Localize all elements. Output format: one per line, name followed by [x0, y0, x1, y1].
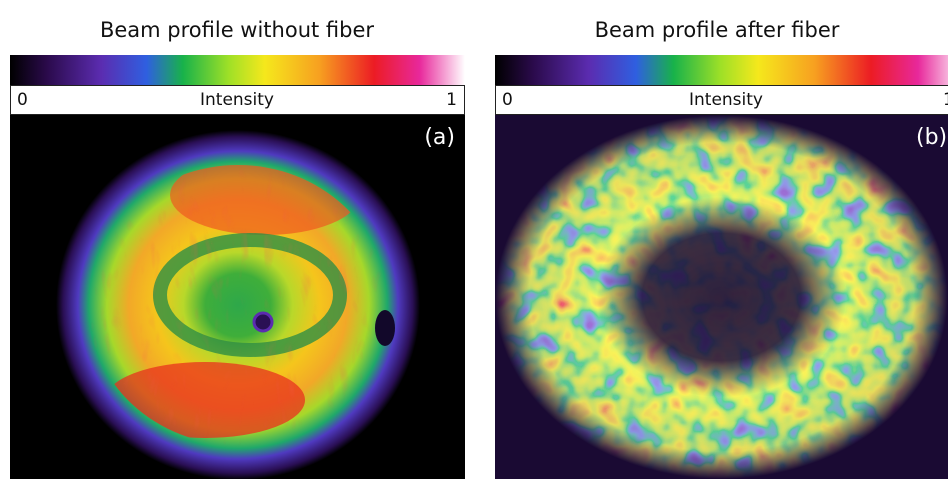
speckle-pattern [495, 115, 948, 479]
colorbar-max: 1 [943, 90, 948, 110]
colorbar-max: 1 [446, 90, 457, 110]
panel-title: Beam profile without fiber [100, 18, 374, 42]
colorbar [10, 55, 465, 85]
colorbar-label: Intensity [200, 90, 274, 110]
panel-title: Beam profile after fiber [595, 18, 840, 42]
panel-tag: (a) [424, 125, 455, 150]
colorbar [495, 55, 948, 85]
defect [375, 310, 395, 346]
colorbar-label: Intensity [689, 90, 763, 110]
panel-a: Beam profile without fiber 0 Intensity 1… [10, 18, 465, 479]
colorbar-min: 0 [17, 90, 28, 110]
figure: Beam profile without fiber 0 Intensity 1… [0, 0, 948, 479]
panel-b: Beam profile after fiber 0 Intensity 1 (… [495, 18, 948, 479]
panel-tag: (b) [916, 125, 947, 150]
colorbar-min: 0 [502, 90, 513, 110]
